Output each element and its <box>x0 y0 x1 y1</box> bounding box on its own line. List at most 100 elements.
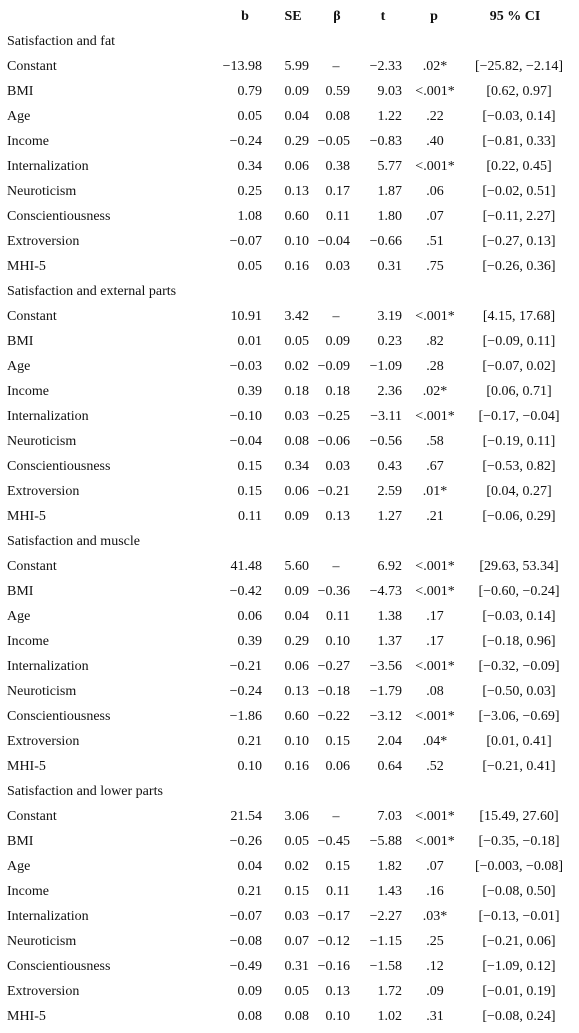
cell: .06 <box>426 184 444 199</box>
cell: −2.27 <box>370 909 402 924</box>
cell: 1.22 <box>378 109 403 124</box>
cell: −0.26 <box>230 834 262 849</box>
row-label: Internalization <box>7 659 89 674</box>
row-label: Conscientiousness <box>7 959 110 974</box>
cell: .07 <box>426 859 444 874</box>
cell: 0.64 <box>378 759 403 774</box>
cell: 0.10 <box>238 759 263 774</box>
cell: .03* <box>423 909 448 924</box>
cell: 0.18 <box>326 384 351 399</box>
cell: 41.48 <box>231 559 263 574</box>
cell: <.001* <box>415 559 454 574</box>
cell: <.001* <box>415 809 454 824</box>
cell: 0.03 <box>285 909 310 924</box>
cell: 0.60 <box>285 209 310 224</box>
cell: [−0.13, −0.01] <box>478 909 559 924</box>
row-label: MHI-5 <box>7 509 46 524</box>
cell: .04* <box>423 734 448 749</box>
cell: −4.73 <box>370 584 402 599</box>
cell: <.001* <box>415 159 454 174</box>
section-title: Satisfaction and muscle <box>7 534 140 549</box>
cell: 0.11 <box>326 884 350 899</box>
cell: 0.06 <box>285 659 310 674</box>
cell: [−0.53, 0.82] <box>482 459 555 474</box>
row-label: Age <box>7 359 30 374</box>
cell: 1.27 <box>378 509 403 524</box>
cell: [−0.06, 0.29] <box>482 509 555 524</box>
row-label: MHI-5 <box>7 259 46 274</box>
cell: [−0.26, 0.36] <box>482 259 555 274</box>
column-header: b <box>241 9 249 24</box>
cell: −0.07 <box>230 909 262 924</box>
cell: [−0.01, 0.19] <box>482 984 555 999</box>
column-header: SE <box>284 9 301 24</box>
cell: .75 <box>426 259 444 274</box>
cell: [0.62, 0.97] <box>486 84 551 99</box>
cell: 9.03 <box>378 84 403 99</box>
cell: 0.79 <box>238 84 263 99</box>
cell: [−0.03, 0.14] <box>482 609 555 624</box>
cell: 0.06 <box>285 484 310 499</box>
cell: 0.31 <box>378 259 403 274</box>
cell: 6.92 <box>378 559 403 574</box>
cell: −3.11 <box>370 409 402 424</box>
cell: [−0.11, 2.27] <box>483 209 556 224</box>
cell: [15.49, 27.60] <box>479 809 558 824</box>
cell: .25 <box>426 934 444 949</box>
cell: 1.38 <box>378 609 403 624</box>
row-label: Conscientiousness <box>7 209 110 224</box>
cell: 0.03 <box>326 459 351 474</box>
cell: [0.22, 0.45] <box>486 159 551 174</box>
cell: 0.05 <box>238 109 263 124</box>
cell: <.001* <box>415 709 454 724</box>
cell: .09 <box>426 984 444 999</box>
cell: −0.56 <box>370 434 402 449</box>
row-label: Extroversion <box>7 234 79 249</box>
cell: 0.10 <box>285 234 310 249</box>
row-label: Constant <box>7 59 57 74</box>
cell: 0.13 <box>326 509 351 524</box>
cell: [−0.81, 0.33] <box>482 134 555 149</box>
column-header: p <box>430 9 438 24</box>
cell: .22 <box>426 109 444 124</box>
row-label: Constant <box>7 809 57 824</box>
cell: 0.29 <box>285 634 310 649</box>
cell: 0.17 <box>326 184 351 199</box>
cell: [−0.18, 0.96] <box>482 634 555 649</box>
cell: .17 <box>426 609 444 624</box>
cell: .31 <box>426 1009 444 1024</box>
cell: 0.21 <box>238 884 263 899</box>
cell: 0.05 <box>238 259 263 274</box>
cell: 0.13 <box>285 184 310 199</box>
row-label: Neuroticism <box>7 684 76 699</box>
cell: 0.05 <box>285 334 310 349</box>
cell: .21 <box>426 509 444 524</box>
cell: 0.60 <box>285 709 310 724</box>
cell: – <box>332 559 341 574</box>
cell: 0.38 <box>326 159 351 174</box>
cell: .51 <box>426 234 444 249</box>
row-label: Age <box>7 609 30 624</box>
cell: <.001* <box>415 309 454 324</box>
row-label: Neuroticism <box>7 934 76 949</box>
cell: .82 <box>426 334 444 349</box>
cell: 0.08 <box>285 434 310 449</box>
cell: [−3.06, −0.69] <box>478 709 559 724</box>
cell: 0.15 <box>238 459 263 474</box>
cell: 0.23 <box>378 334 403 349</box>
cell: [−0.21, 0.41] <box>482 759 555 774</box>
cell: [0.04, 0.27] <box>486 484 551 499</box>
cell: 1.43 <box>378 884 403 899</box>
row-label: Extroversion <box>7 484 79 499</box>
cell: −0.16 <box>318 959 350 974</box>
cell: −3.12 <box>370 709 402 724</box>
cell: .67 <box>426 459 444 474</box>
cell: [−0.50, 0.03] <box>482 684 555 699</box>
cell: 0.05 <box>285 984 310 999</box>
cell: 0.13 <box>326 984 351 999</box>
cell: .12 <box>426 959 444 974</box>
cell: 0.03 <box>326 259 351 274</box>
cell: 2.59 <box>378 484 403 499</box>
row-label: BMI <box>7 334 34 349</box>
